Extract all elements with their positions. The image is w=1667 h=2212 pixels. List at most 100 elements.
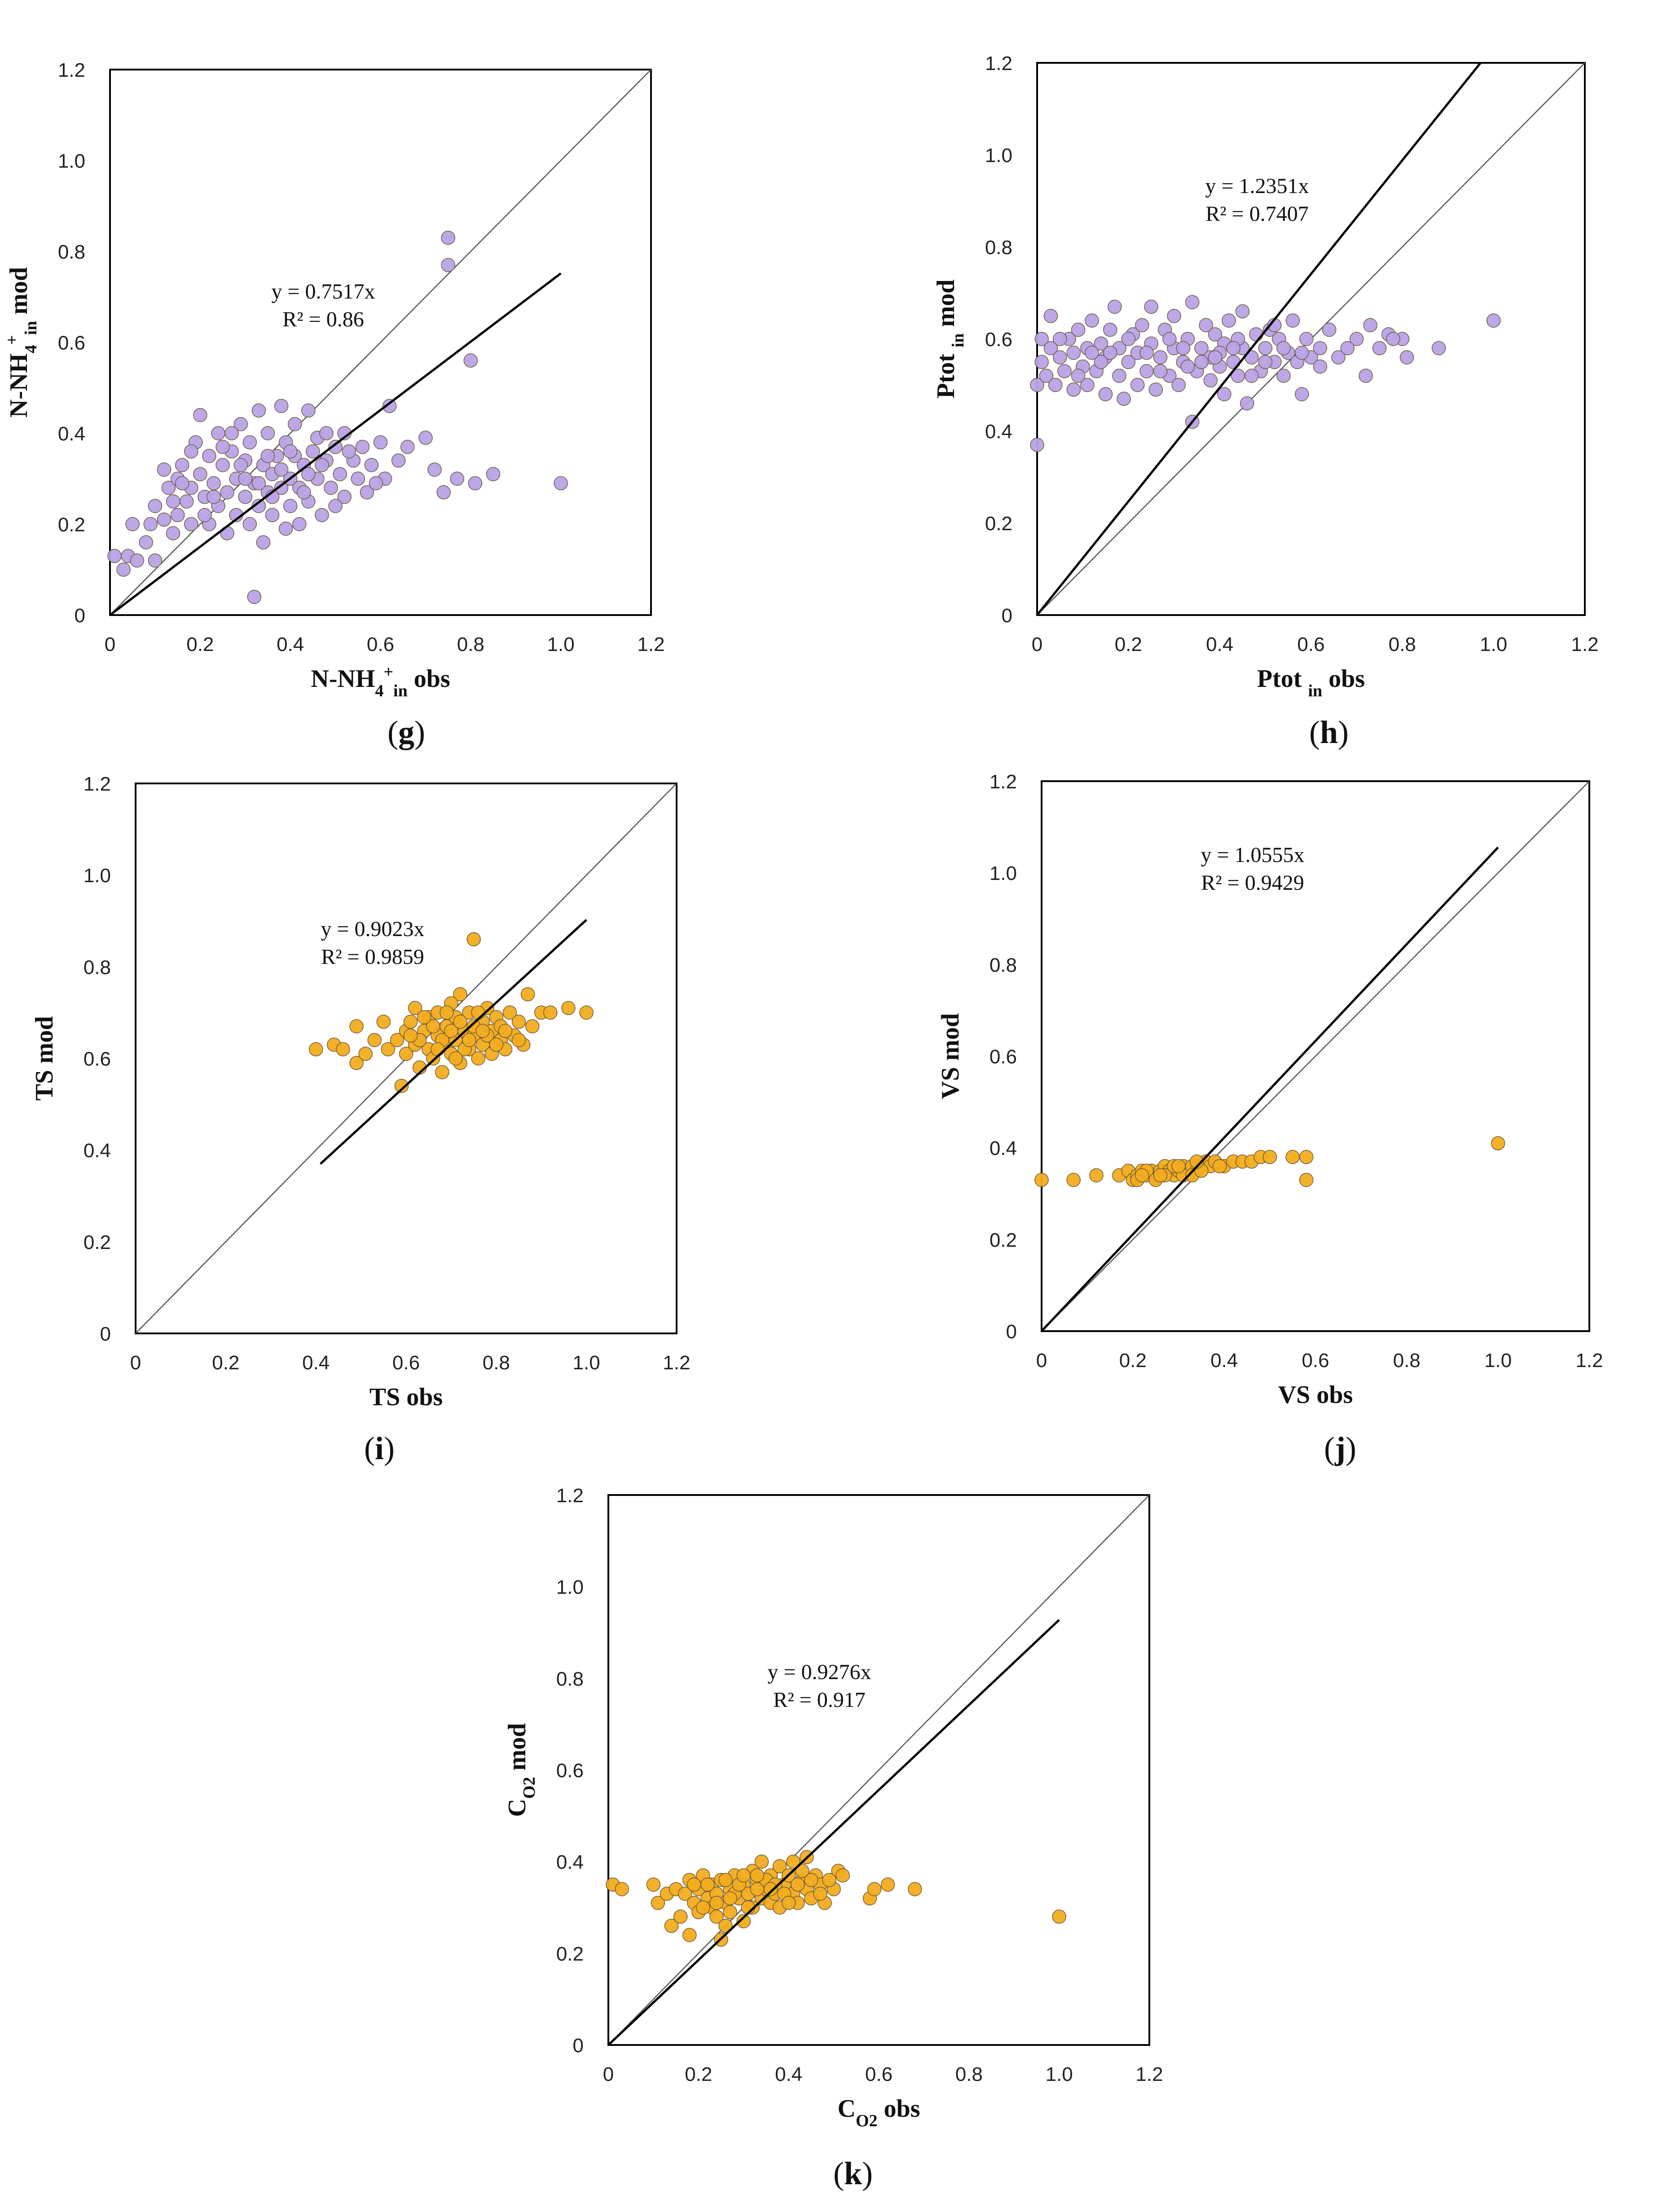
data-point — [1226, 341, 1240, 356]
data-point — [718, 1918, 733, 1933]
data-point — [1199, 318, 1213, 332]
data-point — [1139, 346, 1154, 360]
data-point — [403, 1028, 418, 1043]
data-point — [486, 467, 501, 481]
data-point — [292, 517, 307, 532]
data-point — [1294, 346, 1309, 360]
y-tick-label: 0.6 — [990, 1046, 1017, 1068]
y-tick-label: 0.2 — [985, 513, 1012, 535]
data-point — [431, 1042, 445, 1056]
data-point — [579, 1005, 594, 1020]
data-point — [1034, 355, 1049, 369]
data-point — [791, 1877, 805, 1892]
data-point — [1299, 332, 1314, 346]
data-point — [251, 476, 266, 491]
y-tick-label: 0 — [75, 605, 85, 627]
data-point — [260, 449, 275, 463]
x-tick-label: 1.0 — [1484, 1350, 1512, 1372]
x-tick-label: 0.6 — [367, 633, 394, 655]
fit-equation: y = 1.0555x — [1201, 843, 1304, 867]
data-point — [525, 1019, 540, 1033]
data-point — [1085, 313, 1099, 328]
data-point — [1171, 1159, 1186, 1174]
data-point — [440, 1005, 454, 1020]
data-point — [489, 1038, 504, 1052]
data-point — [520, 987, 535, 1002]
data-point — [772, 1859, 787, 1873]
data-point — [260, 426, 275, 440]
data-point — [543, 1005, 558, 1020]
data-point — [436, 485, 451, 500]
x-tick-label: 0.2 — [186, 633, 214, 655]
chart-panel-j: 0 0.2 0.4 0.6 0.8 1.0 1.2 0 0.2 0.4 0.6 0.8 1.0 1.2 y … — [937, 771, 1603, 1466]
y-axis-label: N-NH4+in mod — [3, 267, 40, 418]
x-tick-label: 0.2 — [1115, 633, 1142, 655]
data-point — [1258, 355, 1273, 369]
y-tick-label: 0.4 — [556, 1851, 584, 1873]
y-tick-label: 1.0 — [58, 150, 85, 172]
data-point — [561, 1001, 576, 1015]
fit-equation: y = 0.9276x — [767, 1660, 871, 1684]
data-point — [349, 1055, 364, 1070]
data-point — [274, 462, 289, 477]
data-point — [664, 1918, 679, 1933]
y-tick-label: 0.2 — [556, 1943, 584, 1965]
data-point — [1053, 332, 1067, 346]
data-point — [709, 1909, 724, 1924]
data-point — [211, 426, 225, 440]
data-point — [426, 1019, 440, 1033]
data-point — [360, 485, 374, 500]
data-point — [1372, 341, 1387, 356]
data-point — [1094, 336, 1108, 351]
data-point — [242, 517, 257, 532]
y-tick-label: 1.2 — [556, 1485, 584, 1507]
data-point — [207, 476, 221, 491]
data-point — [466, 932, 481, 946]
data-point — [242, 435, 257, 449]
data-point — [157, 512, 172, 527]
data-point — [1486, 313, 1501, 328]
data-point — [116, 563, 131, 577]
identity-line — [608, 1495, 1150, 2045]
data-point — [342, 444, 356, 459]
data-point — [207, 490, 221, 504]
data-point — [349, 1019, 364, 1033]
data-point — [1299, 1173, 1314, 1187]
data-point — [418, 431, 433, 445]
data-point — [198, 508, 212, 522]
data-point — [1153, 350, 1168, 365]
y-axis-label: TS mod — [31, 1016, 58, 1100]
fit-equation: y = 1.2351x — [1205, 174, 1309, 198]
identity-line — [110, 69, 651, 616]
panel-label: (k) — [833, 2155, 873, 2191]
y-tick-label: 1.0 — [556, 1576, 584, 1598]
data-point — [364, 458, 379, 472]
fit-r2: R² = 0.9859 — [321, 945, 424, 969]
x-tick-label: 0.4 — [1206, 633, 1233, 655]
data-point — [723, 1891, 737, 1906]
data-point — [1185, 295, 1200, 309]
data-point — [157, 462, 172, 477]
data-point — [1121, 332, 1136, 346]
data-point — [1057, 364, 1072, 378]
data-point — [369, 476, 383, 491]
data-point — [441, 230, 455, 245]
fit-r2: R² = 0.86 — [282, 308, 364, 331]
data-point — [394, 1079, 409, 1093]
identity-line — [1041, 781, 1590, 1332]
data-point — [399, 1047, 413, 1061]
data-point — [1208, 327, 1223, 342]
data-point — [125, 517, 140, 532]
data-point — [1103, 322, 1117, 337]
data-point — [754, 1854, 769, 1869]
y-tick-label: 1.0 — [84, 865, 111, 887]
data-point — [1285, 1150, 1300, 1164]
data-point — [1363, 318, 1377, 332]
data-point — [238, 490, 252, 504]
y-tick-label: 0.8 — [556, 1668, 584, 1690]
data-point — [1399, 350, 1414, 365]
x-tick-label: 0.8 — [1389, 633, 1416, 655]
chart-panel-g: 0 0.2 0.4 0.6 0.8 1.0 1.2 0 0.2 0.4 0.6 0.8 1.0 1.2 y … — [3, 59, 665, 750]
panel-label: (h) — [1309, 714, 1349, 750]
x-tick-label: 0.2 — [212, 1352, 239, 1374]
